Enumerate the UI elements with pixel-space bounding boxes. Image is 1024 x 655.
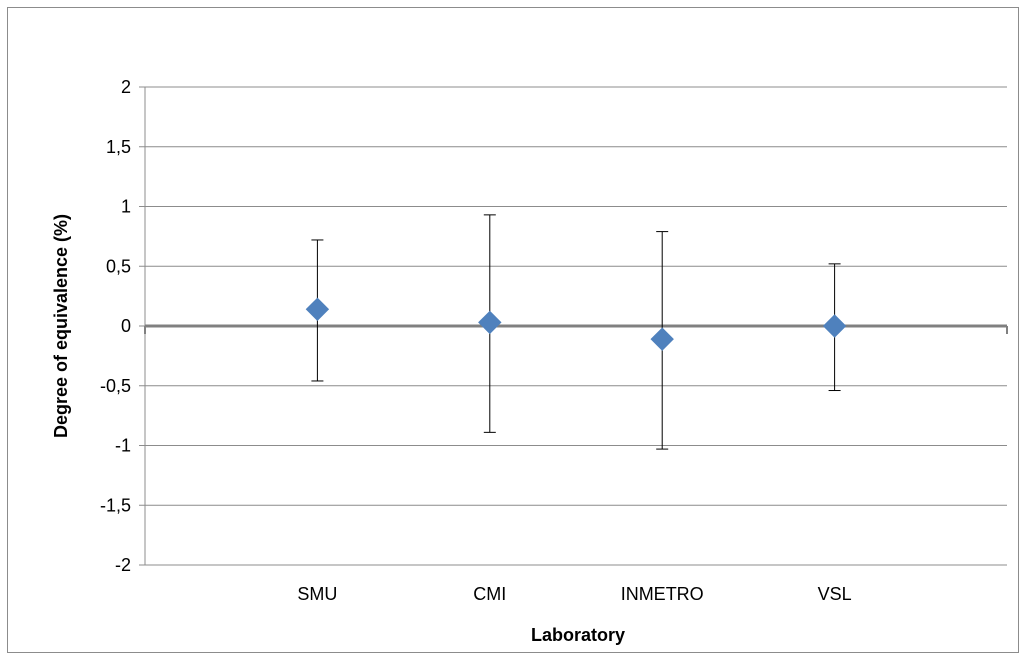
gridlines	[139, 86, 1008, 566]
y-tick-label: -0,5	[100, 376, 131, 396]
y-tick-label: -1	[115, 436, 131, 456]
y-tick-label: 0,5	[106, 256, 131, 276]
error-bars	[311, 214, 841, 450]
data-point	[822, 314, 847, 338]
x-axis-title: Laboratory	[531, 625, 625, 645]
y-axis-ticks: 2 1,5 1 0,5 0 -0,5 -1 -1,5 -2	[100, 77, 131, 575]
x-axis-ticks: SMU CMI INMETRO VSL	[297, 584, 851, 604]
x-tick-label: INMETRO	[621, 584, 704, 604]
y-tick-label: 2	[121, 77, 131, 97]
data-point	[478, 310, 502, 335]
chart-frame	[7, 7, 1019, 653]
data-point	[650, 327, 674, 351]
y-tick-label: 1	[121, 197, 131, 217]
data-point	[305, 297, 330, 321]
y-axis-title: Degree of equivalence (%)	[51, 214, 71, 438]
y-tick-label: -2	[115, 555, 131, 575]
y-tick-label: 1,5	[106, 137, 131, 157]
data-points	[305, 297, 847, 351]
x-tick-label: VSL	[818, 584, 852, 604]
x-tick-label: CMI	[473, 584, 506, 604]
y-tick-label: 0	[121, 316, 131, 336]
x-tick-label: SMU	[297, 584, 337, 604]
y-tick-label: -1,5	[100, 495, 131, 515]
